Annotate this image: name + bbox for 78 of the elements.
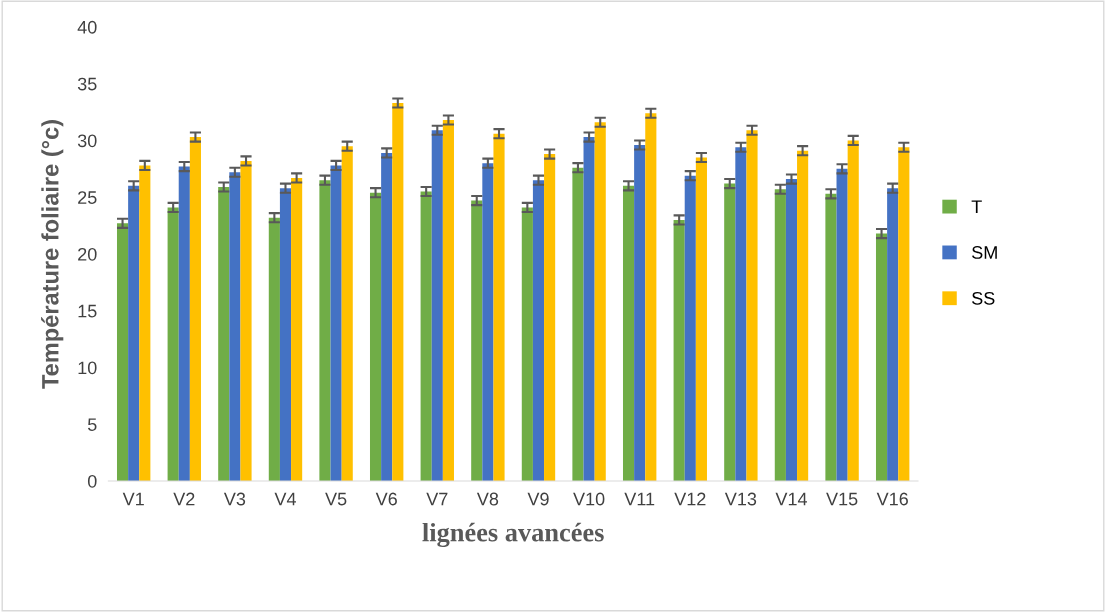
bar xyxy=(875,233,888,482)
bar xyxy=(420,191,432,482)
bar xyxy=(167,207,179,482)
y-tick-label: 30 xyxy=(77,134,97,148)
bar xyxy=(319,180,331,482)
bar xyxy=(482,163,494,482)
y-tick-label: 20 xyxy=(78,247,97,261)
bar xyxy=(797,150,809,482)
bar xyxy=(544,154,556,482)
x-tick-label: V15 xyxy=(826,492,858,506)
bar xyxy=(442,120,454,482)
bar xyxy=(724,183,736,482)
y-tick-label: 35 xyxy=(77,77,97,91)
x-tick-label: V5 xyxy=(325,492,347,506)
legend-label: T xyxy=(971,200,982,213)
bar xyxy=(583,137,595,482)
bar xyxy=(279,188,292,482)
bar xyxy=(887,188,899,482)
bar xyxy=(836,168,848,482)
bar xyxy=(774,189,786,482)
bar xyxy=(268,217,280,482)
bar xyxy=(645,113,657,482)
bar xyxy=(521,207,533,482)
bar xyxy=(785,179,798,482)
bar xyxy=(471,200,483,482)
x-tick-label: V10 xyxy=(573,492,605,506)
bar xyxy=(189,137,201,482)
y-tick-label: 10 xyxy=(78,361,97,375)
y-tick-label: 5 xyxy=(87,418,97,431)
bar xyxy=(291,177,303,482)
x-tick-label: V4 xyxy=(274,492,296,506)
bar xyxy=(684,175,696,482)
bar xyxy=(218,187,230,482)
bar xyxy=(532,180,545,482)
x-tick-label: V1 xyxy=(122,492,144,506)
bar xyxy=(341,146,353,482)
bar xyxy=(392,102,404,482)
bar xyxy=(431,130,443,482)
bar xyxy=(330,165,342,482)
y-tick-label: 15 xyxy=(78,304,97,318)
y-tick-label: 0 xyxy=(87,474,97,488)
x-tick-label: V11 xyxy=(624,492,655,506)
x-tick-label: V13 xyxy=(724,492,757,506)
bar xyxy=(116,223,129,482)
bar xyxy=(381,152,393,482)
bar xyxy=(572,167,584,482)
bar xyxy=(847,140,859,482)
bar xyxy=(695,157,707,482)
legend-label: SM xyxy=(972,246,997,259)
x-tick-label: V2 xyxy=(173,492,195,506)
y-axis-title: Température foliaire (°c) xyxy=(41,120,64,389)
bar xyxy=(746,130,758,482)
bar xyxy=(673,219,685,482)
x-tick-label: V12 xyxy=(674,492,706,506)
x-tick-label: V7 xyxy=(426,492,448,506)
x-axis-title: lignées avancées xyxy=(422,522,604,548)
bar xyxy=(594,122,606,482)
bar xyxy=(139,165,151,482)
x-tick-label: V8 xyxy=(476,492,499,506)
y-tick-label: 40 xyxy=(77,20,97,34)
x-tick-label: V9 xyxy=(527,492,549,506)
x-tick-label: V3 xyxy=(223,492,246,506)
bar xyxy=(493,133,505,482)
bar xyxy=(240,160,252,482)
bar xyxy=(898,147,910,482)
y-tick-label: 25 xyxy=(78,191,97,204)
bar xyxy=(825,193,837,482)
bar xyxy=(369,192,382,482)
x-tick-label: V16 xyxy=(876,492,908,506)
bar xyxy=(735,147,747,482)
x-tick-label: V14 xyxy=(775,492,808,506)
x-tick-label: V6 xyxy=(375,492,397,506)
bar xyxy=(622,185,635,482)
legend-label: SS xyxy=(972,291,995,305)
bar xyxy=(634,145,646,482)
bar xyxy=(178,166,190,482)
bar xyxy=(128,185,140,482)
bar xyxy=(229,172,241,482)
